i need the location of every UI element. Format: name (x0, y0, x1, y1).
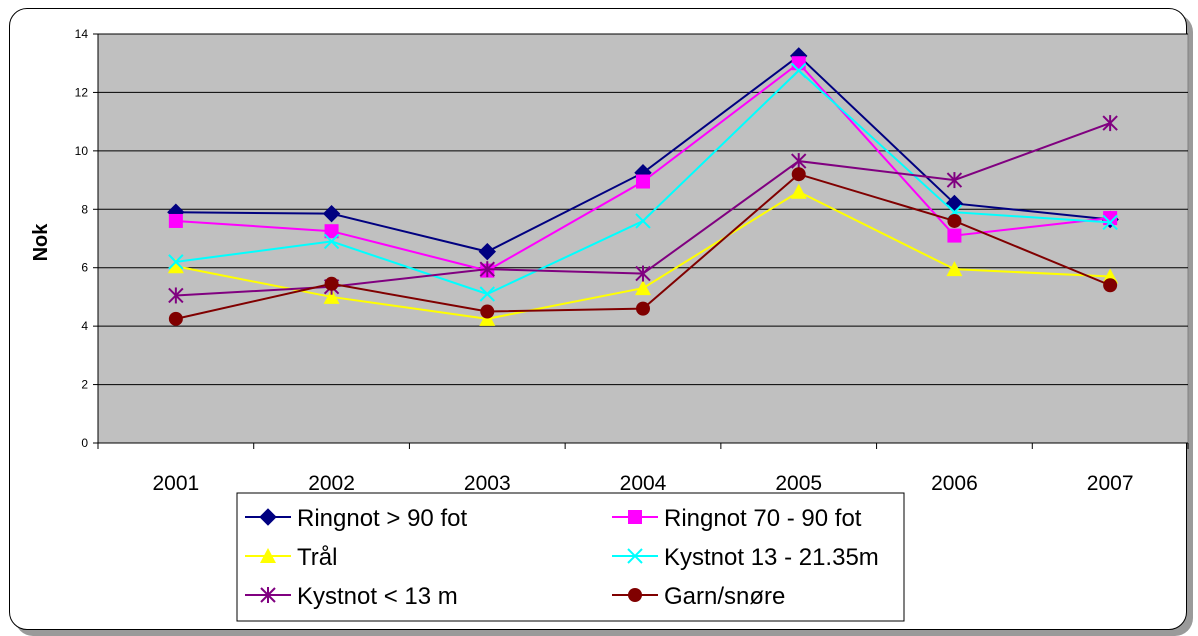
legend-label: Kystnot 13 - 21.35m (664, 544, 879, 571)
plot-area (97, 33, 1189, 444)
x-tick-label: 2002 (308, 472, 355, 495)
data-point (628, 510, 642, 524)
series-group (167, 47, 1119, 326)
y-tick-label: 10 (75, 144, 89, 158)
y-tick-label: 14 (75, 27, 89, 41)
x-tick-label: 2006 (931, 472, 978, 495)
data-point (628, 588, 642, 602)
x-tick-label: 2005 (775, 472, 822, 495)
legend-label: Garn/snøre (664, 583, 785, 610)
legend-label: Kystnot < 13 m (297, 583, 458, 610)
data-point (791, 153, 807, 170)
y-tick-label: 0 (81, 436, 88, 450)
data-point (791, 62, 807, 79)
data-point (791, 167, 806, 182)
data-point (947, 213, 962, 228)
data-point (260, 548, 276, 563)
data-point (636, 301, 650, 316)
legend: Ringnot > 90 fot Ringnot 70 - 90 fot Trål K… (236, 492, 905, 622)
data-point (168, 287, 184, 304)
data-point (167, 258, 184, 274)
data-point (1102, 214, 1118, 231)
y-tick-label: 12 (75, 85, 89, 99)
data-point (480, 304, 495, 319)
data-point (259, 508, 277, 526)
legend-label: Trål (297, 544, 337, 571)
series-4 (168, 62, 1118, 302)
data-point (1103, 278, 1118, 293)
x-tick-label: 2004 (620, 472, 667, 495)
x-tick-label: 2003 (464, 472, 511, 495)
data-point (479, 286, 495, 302)
data-point (635, 213, 651, 229)
y-tick-label: 8 (81, 202, 88, 216)
data-point (324, 224, 339, 239)
legend-box (236, 492, 905, 622)
data-point (324, 276, 339, 291)
data-point (168, 213, 183, 228)
legend-entry: Trål (245, 544, 337, 571)
x-tick-label: 2001 (152, 472, 199, 495)
legend-entry: Kystnot < 13 m (245, 583, 458, 610)
y-tick-label: 2 (81, 378, 88, 392)
data-point (478, 242, 496, 261)
y-tick-labels: 0 2 4 6 8 10 12 14 (75, 27, 89, 450)
legend-label: Ringnot 70 - 90 fot (664, 505, 862, 532)
y-axis-label: Nok (30, 223, 52, 262)
data-point (947, 228, 962, 243)
data-point (323, 233, 340, 250)
y-tick-label: 4 (81, 319, 88, 333)
legend-entry: Ringnot > 90 fot (245, 505, 467, 532)
data-point (946, 261, 963, 277)
y-tick-label: 6 (81, 261, 88, 275)
data-point (168, 254, 184, 270)
data-point (260, 587, 276, 603)
data-point (946, 172, 963, 189)
data-point (323, 288, 340, 304)
legend-entry: Garn/snøre (612, 583, 785, 610)
legend-entry: Kystnot 13 - 21.35m (612, 544, 879, 571)
data-point (627, 548, 643, 564)
data-point (635, 280, 651, 296)
axes (93, 33, 1189, 449)
data-point (479, 261, 495, 278)
data-point (790, 183, 807, 199)
x-tick-label: 2007 (1087, 472, 1134, 495)
legend-label: Ringnot > 90 fot (297, 505, 467, 532)
data-point (322, 204, 341, 223)
x-tick-labels: 2001 2002 2003 2004 2005 2006 2007 (152, 472, 1133, 495)
data-point (636, 174, 650, 189)
legend-entry: Ringnot 70 - 90 fot (612, 505, 862, 532)
series-6 (168, 167, 1118, 326)
data-point (791, 56, 806, 71)
data-point (635, 265, 651, 282)
data-point (168, 311, 183, 326)
data-point (1102, 115, 1118, 132)
